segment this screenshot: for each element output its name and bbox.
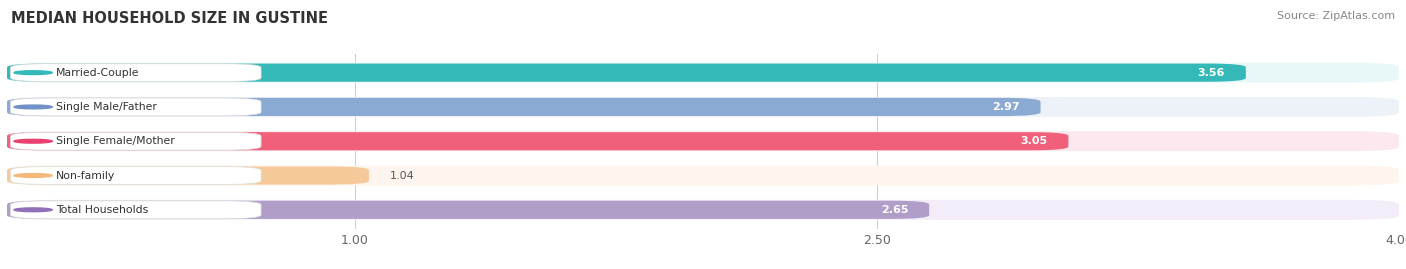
- FancyBboxPatch shape: [7, 132, 1069, 150]
- FancyBboxPatch shape: [10, 98, 262, 116]
- Text: Total Households: Total Households: [56, 205, 148, 215]
- Text: Single Male/Father: Single Male/Father: [56, 102, 156, 112]
- Text: Single Female/Mother: Single Female/Mother: [56, 136, 174, 146]
- FancyBboxPatch shape: [7, 98, 1040, 116]
- Text: 2.65: 2.65: [880, 205, 908, 215]
- FancyBboxPatch shape: [10, 167, 262, 185]
- FancyBboxPatch shape: [7, 201, 929, 219]
- Text: 2.97: 2.97: [993, 102, 1019, 112]
- FancyBboxPatch shape: [10, 132, 262, 150]
- Circle shape: [14, 174, 52, 177]
- Text: MEDIAN HOUSEHOLD SIZE IN GUSTINE: MEDIAN HOUSEHOLD SIZE IN GUSTINE: [11, 11, 328, 26]
- FancyBboxPatch shape: [7, 165, 1399, 185]
- Text: 3.05: 3.05: [1021, 136, 1047, 146]
- Text: 1.04: 1.04: [389, 171, 415, 180]
- Text: 3.56: 3.56: [1198, 68, 1225, 78]
- Circle shape: [14, 71, 52, 75]
- Circle shape: [14, 139, 52, 143]
- FancyBboxPatch shape: [7, 200, 1399, 220]
- Text: Non-family: Non-family: [56, 171, 115, 180]
- FancyBboxPatch shape: [10, 64, 262, 82]
- Text: Source: ZipAtlas.com: Source: ZipAtlas.com: [1277, 11, 1395, 21]
- Text: Married-Couple: Married-Couple: [56, 68, 139, 78]
- FancyBboxPatch shape: [7, 97, 1399, 117]
- Circle shape: [14, 105, 52, 109]
- FancyBboxPatch shape: [7, 131, 1399, 151]
- FancyBboxPatch shape: [7, 63, 1246, 82]
- Circle shape: [14, 208, 52, 212]
- FancyBboxPatch shape: [7, 167, 368, 185]
- FancyBboxPatch shape: [10, 201, 262, 219]
- FancyBboxPatch shape: [7, 63, 1399, 83]
